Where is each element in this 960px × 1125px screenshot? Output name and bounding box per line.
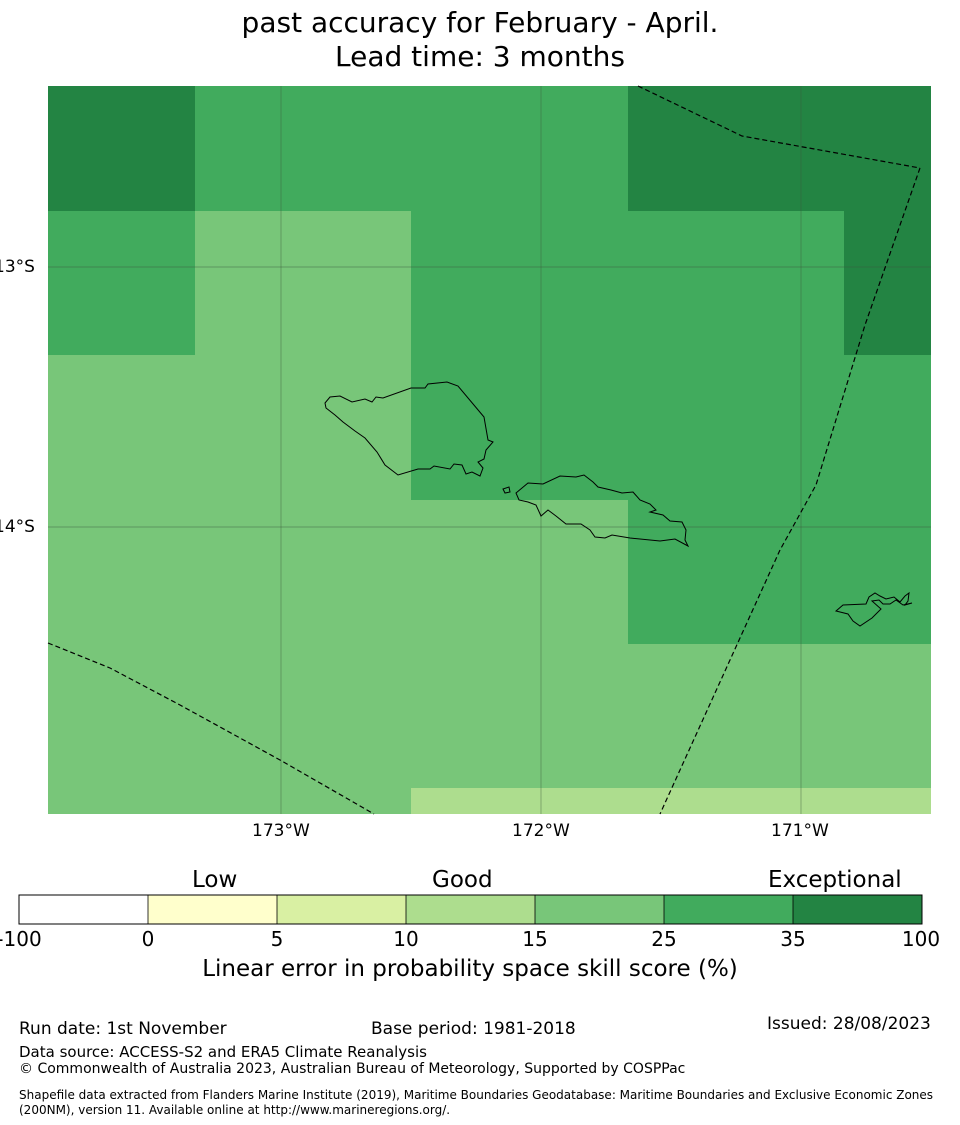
maritime-boundary-eastern bbox=[659, 167, 921, 815]
colorbar-tick: 100 bbox=[901, 927, 941, 951]
colorbar-tick: 15 bbox=[522, 927, 548, 951]
upolu-island-outline bbox=[515, 474, 690, 548]
colorbar-label-low: Low bbox=[192, 867, 238, 893]
colorbar-title: Linear error in probability space skill … bbox=[202, 956, 738, 982]
shapefile-note: Shapefile data extracted from Flanders M… bbox=[19, 1088, 934, 1117]
colorbar-frame bbox=[18, 894, 923, 925]
colorbar-segment bbox=[535, 895, 664, 924]
colorbar-label-exceptional: Exceptional bbox=[768, 867, 902, 893]
manono-islet-outline bbox=[502, 486, 511, 494]
colorbar-tick: 35 bbox=[780, 927, 806, 951]
colorbar-segment bbox=[664, 895, 793, 924]
colorbar bbox=[18, 894, 923, 925]
skill-cell bbox=[628, 86, 931, 211]
skill-cell bbox=[628, 500, 931, 644]
skill-cell bbox=[844, 211, 931, 355]
colorbar-segment bbox=[793, 895, 922, 924]
lat-label-14s: 14°S bbox=[0, 517, 35, 537]
map-title-line-2: Lead time: 3 months bbox=[335, 40, 625, 73]
colorbar-tick: 0 bbox=[141, 927, 155, 951]
skill-cell bbox=[48, 211, 195, 355]
colorbar-segment bbox=[406, 895, 535, 924]
lat-label-13s: 13°S bbox=[0, 257, 35, 277]
lon-label-172w: 172°W bbox=[512, 821, 570, 841]
colorbar-tick: 5 bbox=[270, 927, 284, 951]
skill-cell bbox=[411, 788, 931, 814]
data-source: Data source: ACCESS-S2 and ERA5 Climate … bbox=[19, 1043, 427, 1061]
maritime-boundary-southwest bbox=[47, 642, 375, 815]
skill-score-map bbox=[47, 85, 931, 815]
skill-cell bbox=[411, 211, 844, 500]
skill-cell bbox=[195, 86, 628, 211]
colorbar-tick: 10 bbox=[393, 927, 419, 951]
lon-label-171w: 171°W bbox=[771, 821, 829, 841]
copyright-notice: © Commonwealth of Australia 2023, Austra… bbox=[19, 1061, 686, 1077]
tutuila-island-outline bbox=[834, 591, 913, 627]
colorbar-segment bbox=[148, 895, 277, 924]
colorbar-segment bbox=[19, 895, 148, 924]
colorbar-label-good: Good bbox=[432, 867, 493, 893]
map-gridlines bbox=[48, 86, 931, 814]
colorbar-segment bbox=[277, 895, 406, 924]
savaii-island-outline bbox=[324, 381, 494, 477]
run-date: Run date: 1st November bbox=[19, 1019, 227, 1039]
base-period: Base period: 1981-2018 bbox=[371, 1019, 576, 1039]
lon-label-173w: 173°W bbox=[252, 821, 310, 841]
maritime-boundary-northeast bbox=[637, 85, 921, 169]
skill-cell bbox=[844, 355, 931, 500]
skill-cell bbox=[48, 86, 195, 211]
colorbar-tick: -100 bbox=[0, 927, 42, 951]
issued-date: Issued: 28/08/2023 bbox=[767, 1014, 931, 1034]
map-title-line-1: past accuracy for February - April. bbox=[241, 6, 719, 39]
colorbar-tick: 25 bbox=[651, 927, 677, 951]
